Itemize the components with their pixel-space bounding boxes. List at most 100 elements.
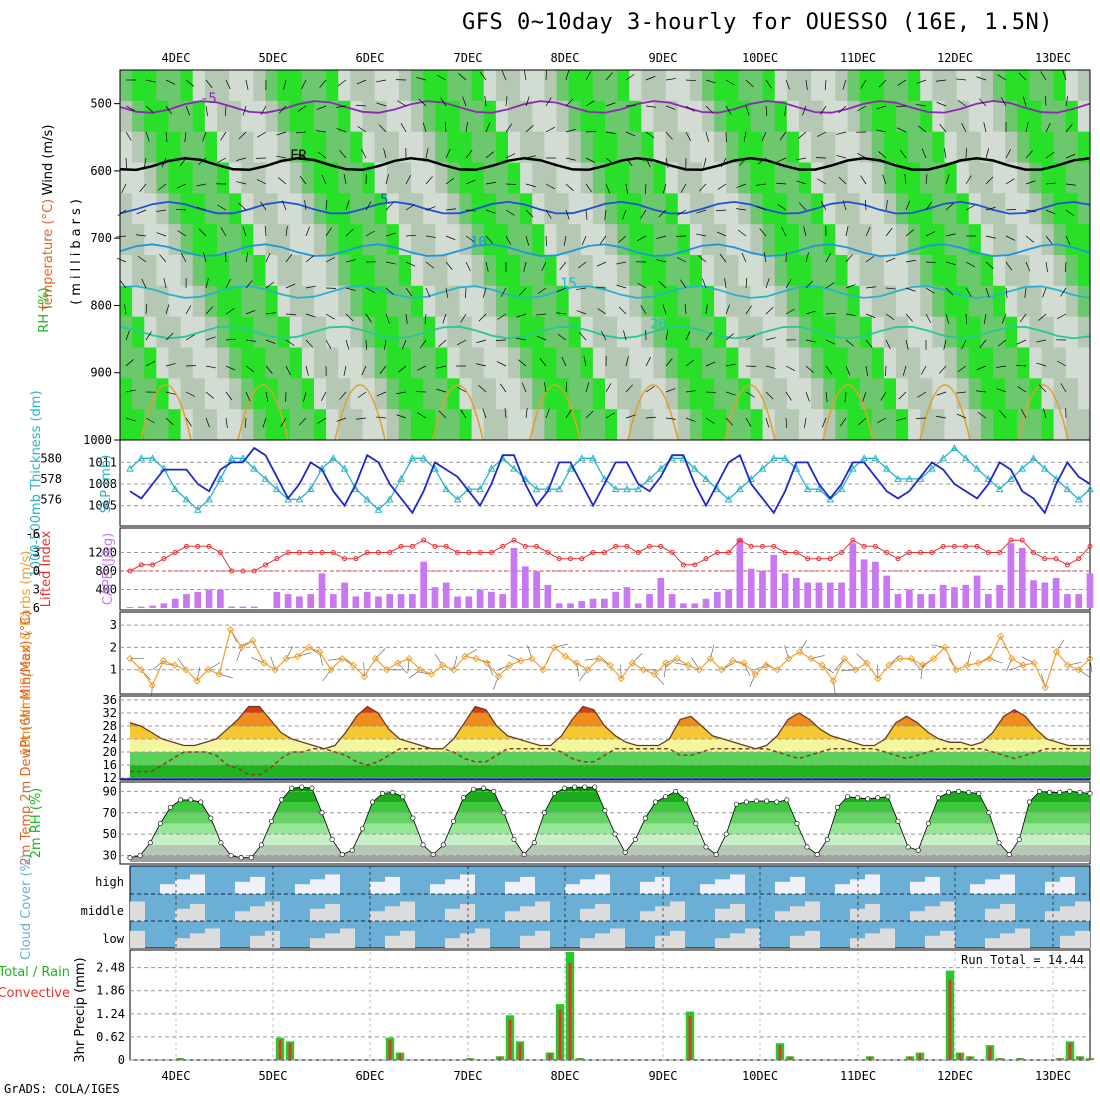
rh-cell <box>314 378 327 410</box>
rh-cell <box>980 131 994 163</box>
li-point <box>545 550 551 555</box>
cloud-block <box>655 906 670 921</box>
rh-cell <box>423 224 436 256</box>
rh-cell <box>532 224 545 256</box>
cape-bar <box>759 571 766 608</box>
rh-cell <box>738 162 751 194</box>
rh-cell <box>1053 285 1067 318</box>
wind-barb <box>565 209 570 220</box>
cape-tick-label: 400 <box>95 583 117 597</box>
wind-barb <box>185 79 194 87</box>
rh-cell <box>592 193 606 225</box>
cape-bar <box>747 568 755 608</box>
rh-cell <box>435 224 448 256</box>
wind-barb <box>445 287 449 298</box>
wind-barb <box>605 157 614 165</box>
rh-cell <box>374 193 388 225</box>
wind-speed-point <box>282 654 290 663</box>
wind-barb <box>365 287 375 294</box>
wind-barb <box>925 201 933 211</box>
rh-cell <box>338 100 351 133</box>
wind-barb <box>1022 96 1027 107</box>
rh-point <box>814 852 820 858</box>
wind-speed-point <box>918 661 927 669</box>
rh-cell <box>1029 255 1042 287</box>
cape-bar <box>804 582 811 608</box>
rh-cell <box>1041 255 1055 287</box>
wind-barb <box>565 381 568 393</box>
wind-speed-point <box>617 674 625 683</box>
rh-point <box>440 842 446 848</box>
rh-point <box>390 789 396 795</box>
wind-barb <box>225 79 231 90</box>
rh-cell <box>956 316 970 348</box>
wind-barb <box>785 365 795 372</box>
wind-speed-point <box>505 661 514 669</box>
rh-cell <box>908 255 921 287</box>
wind-barb <box>336 128 347 133</box>
wind-barb <box>765 365 776 369</box>
rh-cell <box>144 70 157 102</box>
wind-barb <box>838 105 847 114</box>
wind-barb <box>662 304 667 315</box>
cloud-block <box>475 928 490 948</box>
cape-bar <box>137 606 145 608</box>
li-point <box>251 568 257 574</box>
wind-barb <box>1065 96 1069 107</box>
rh-cell <box>120 70 133 102</box>
thickness-tick-label: 578 <box>40 472 62 486</box>
bottom-date-tick: 7DEC <box>454 1069 483 1083</box>
cloud-block <box>865 874 880 894</box>
rh-cell <box>532 285 545 318</box>
rh-cell <box>398 131 412 163</box>
wind-barb <box>905 259 916 263</box>
temp-tick-label: 20 <box>103 745 117 759</box>
wind-barb <box>845 365 851 376</box>
rh-cell <box>762 255 776 287</box>
rh-cell <box>835 70 848 102</box>
rh-cell <box>799 70 812 102</box>
rh-cell <box>993 224 1006 256</box>
rh-cell <box>544 378 557 410</box>
wind-barb <box>198 228 207 237</box>
rh-point <box>299 784 305 790</box>
cloud-block <box>520 935 535 948</box>
rh-cell <box>520 193 533 225</box>
rh-cell <box>689 193 703 225</box>
cape-bar <box>250 606 258 608</box>
rh-cell <box>738 255 751 287</box>
rh-cell <box>411 193 424 225</box>
wind-barb <box>585 382 590 393</box>
rh-cell <box>568 162 582 194</box>
wind-barb <box>696 233 707 237</box>
rh-cell <box>204 100 218 133</box>
wind-barb <box>516 313 527 318</box>
pressure-tick-label: 700 <box>90 231 112 245</box>
li-point <box>353 556 359 562</box>
rh-cell <box>350 378 363 410</box>
wind-barb <box>1045 209 1056 215</box>
rh-point <box>238 855 244 861</box>
rh-cell <box>374 316 388 348</box>
li-point <box>421 537 427 543</box>
wind-barb <box>605 183 611 194</box>
rh-cell <box>265 131 279 163</box>
rh-cell <box>774 193 788 225</box>
wind-barb <box>685 79 697 82</box>
wind-barb <box>376 391 387 397</box>
wind-barb <box>637 282 647 289</box>
thickness-point <box>419 454 428 462</box>
thickness-point <box>758 464 767 472</box>
cloud-block <box>1000 933 1015 948</box>
rh-cell <box>762 100 776 133</box>
rh-cell <box>447 100 460 133</box>
thickness-point <box>848 464 857 472</box>
rh-cell <box>1065 347 1079 379</box>
rh-cell <box>750 224 764 256</box>
li-point <box>1076 556 1082 562</box>
precip-convective-bar <box>518 1043 522 1060</box>
cloud-block <box>250 906 265 921</box>
li-tick-label: 0 <box>33 564 40 578</box>
isotherm-label: 15 <box>560 276 577 292</box>
cape-bar <box>420 561 427 608</box>
